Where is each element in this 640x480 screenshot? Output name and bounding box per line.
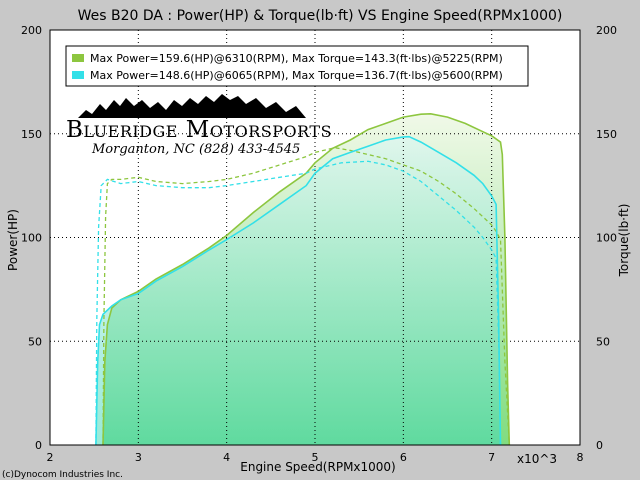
x-tick-label: 3: [135, 451, 142, 464]
legend-label-series-1: Max Power=159.6(HP)@6310(RPM), Max Torqu…: [90, 52, 503, 65]
y-right-axis-label: Torque(lb·ft): [617, 204, 631, 278]
curves: [95, 112, 511, 446]
y-left-tick-label: 200: [21, 24, 42, 37]
y-left-tick-label: 0: [35, 439, 42, 452]
plot-border: [49, 29, 581, 446]
grid-lines: [50, 30, 580, 445]
y-left-tick-labels: 0 50 100 150 200: [21, 24, 42, 452]
y-right-tick-label: 0: [596, 439, 603, 452]
y-left-axis-label: Power(HP): [6, 209, 20, 271]
copyright-text: (c)Dynocom Industries Inc.: [2, 470, 123, 480]
y-left-tick-label: 50: [28, 335, 42, 348]
torque-line-series-2: [95, 160, 502, 446]
y-left-tick-label: 100: [21, 232, 42, 245]
y-right-tick-labels: 0 50 100 150 200: [596, 24, 617, 452]
legend-label-series-2: Max Power=148.6(HP)@6065(RPM), Max Torqu…: [90, 69, 503, 82]
torque-line-series-1: [102, 147, 510, 446]
logo-name: Blueridge Motorsports: [66, 117, 332, 143]
x-tick-label: 7: [488, 451, 495, 464]
power-line-series-1: [102, 112, 511, 446]
mountain-range-icon: [78, 94, 306, 118]
x-axis-label: Engine Speed(RPMx1000): [240, 460, 396, 474]
x-tick-label: 2: [47, 451, 54, 464]
x-tick-label: 8: [577, 451, 584, 464]
y-right-tick-label: 150: [596, 128, 617, 141]
x-unit-note: x10^3: [517, 452, 557, 466]
y-right-tick-label: 100: [596, 232, 617, 245]
x-tick-label: 5: [312, 451, 319, 464]
y-right-tick-label: 200: [596, 24, 617, 37]
chart-title: Wes B20 DA : Power(HP) & Torque(lb·ft) V…: [78, 8, 563, 24]
power-line-series-2: [95, 135, 502, 446]
legend: Max Power=159.6(HP)@6310(RPM), Max Torqu…: [65, 45, 529, 87]
curve-fills: [95, 113, 510, 446]
blueridge-logo: Blueridge Motorsports Morganton, NC (828…: [66, 94, 332, 157]
legend-box: [65, 45, 529, 87]
y-right-tick-label: 50: [596, 335, 610, 348]
legend-swatch-series-2: [72, 71, 84, 79]
logo-contact: Morganton, NC (828) 433-4545: [91, 142, 300, 157]
x-tick-label: 4: [223, 451, 230, 464]
y-left-tick-label: 150: [21, 128, 42, 141]
x-tick-labels: 2 3 4 5 6 7 8: [47, 451, 584, 464]
legend-swatch-series-1: [72, 54, 84, 62]
power-fill-series-2: [95, 136, 501, 445]
x-tick-label: 6: [400, 451, 407, 464]
